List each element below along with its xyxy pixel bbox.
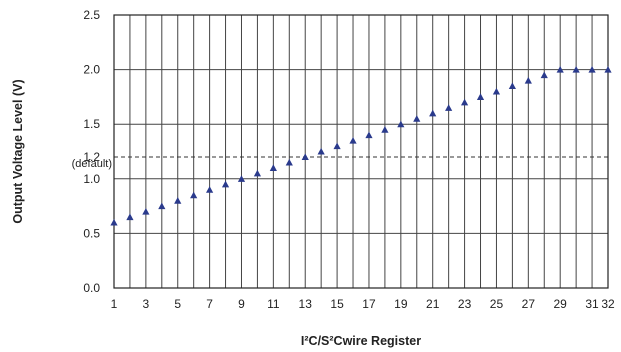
data-point bbox=[413, 115, 421, 122]
x-tick-label: 1 bbox=[111, 297, 118, 311]
y-tick-labels: 0.0 0.5 1.0 1.2 1.5 2.0 2.5 bbox=[83, 8, 100, 295]
x-tick-label: 15 bbox=[330, 297, 344, 311]
data-point bbox=[524, 76, 532, 84]
data-point bbox=[190, 191, 198, 199]
data-point bbox=[476, 93, 485, 100]
default-label: (default) bbox=[72, 158, 112, 170]
y-axis-title: Output Voltage Level (V) bbox=[11, 79, 25, 223]
data-point bbox=[221, 180, 230, 188]
x-tick-label: 23 bbox=[458, 297, 472, 311]
data-point bbox=[174, 197, 182, 204]
data-point bbox=[604, 66, 612, 73]
x-axis-title: I²C/S²Cwire Register bbox=[301, 334, 421, 348]
data-point bbox=[397, 120, 405, 128]
data-point bbox=[253, 169, 262, 177]
x-tick-label: 19 bbox=[394, 297, 408, 311]
data-point bbox=[349, 136, 357, 144]
data-point bbox=[492, 87, 501, 95]
y-tick-label: 1.0 bbox=[83, 172, 100, 186]
x-tick-label: 13 bbox=[299, 297, 313, 311]
x-tick-label: 27 bbox=[522, 297, 536, 311]
x-tick-label: 25 bbox=[490, 297, 504, 311]
y-tick-label: 0.0 bbox=[83, 281, 100, 295]
data-point bbox=[269, 164, 277, 171]
data-point bbox=[285, 158, 293, 166]
data-point bbox=[237, 175, 246, 182]
x-tick-label: 29 bbox=[554, 297, 568, 311]
x-tick-label: 17 bbox=[362, 297, 376, 311]
y-tick-label: 0.5 bbox=[83, 226, 100, 240]
data-point bbox=[445, 104, 453, 111]
data-point bbox=[333, 142, 341, 150]
y-tick-label: 1.2 bbox=[83, 150, 100, 164]
x-tick-label: 9 bbox=[238, 297, 245, 311]
x-tick-label: 5 bbox=[174, 297, 181, 311]
y-tick-label: 2.0 bbox=[83, 63, 100, 77]
data-point bbox=[158, 202, 166, 210]
data-point bbox=[588, 66, 596, 73]
y-tick-label: 1.5 bbox=[83, 117, 100, 131]
data-point bbox=[206, 186, 214, 193]
data-point bbox=[572, 66, 580, 73]
plot-frame bbox=[113, 14, 609, 289]
data-point bbox=[301, 153, 309, 161]
data-point bbox=[508, 82, 516, 90]
data-point bbox=[317, 147, 325, 155]
data-point bbox=[110, 218, 118, 226]
x-tick-label: 32 bbox=[601, 297, 615, 311]
y-tick-label: 2.5 bbox=[83, 8, 100, 22]
data-point bbox=[429, 109, 437, 117]
grid bbox=[113, 14, 609, 289]
data-point bbox=[142, 207, 150, 215]
x-tick-label: 21 bbox=[426, 297, 440, 311]
x-tick-label: 7 bbox=[206, 297, 213, 311]
data-point bbox=[126, 213, 134, 221]
x-tick-label: 31 bbox=[585, 297, 599, 311]
data-markers bbox=[110, 66, 612, 226]
x-tick-label: 11 bbox=[267, 297, 280, 311]
data-point bbox=[381, 126, 389, 133]
data-point bbox=[540, 71, 548, 79]
x-tick-label: 3 bbox=[143, 297, 150, 311]
x-tick-labels: 1 3 5 7 9 11 13 15 17 19 21 23 25 27 29 31 32 bbox=[111, 297, 615, 311]
data-point bbox=[365, 131, 373, 139]
data-point bbox=[460, 98, 469, 106]
data-point bbox=[556, 66, 564, 73]
